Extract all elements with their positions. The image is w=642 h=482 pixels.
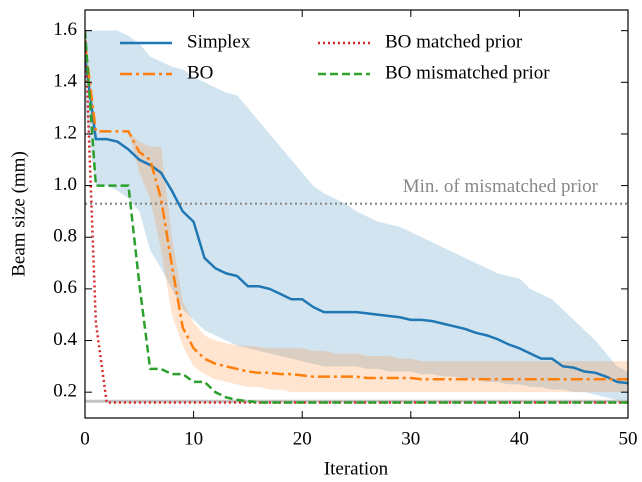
series-line [85,56,628,385]
legend-label: Simplex [187,31,251,52]
series-line [85,43,628,381]
x-axis-label: Iteration [324,458,389,479]
y-tick-label: 1.6 [53,19,77,40]
plot-area [85,30,628,404]
y-tick-label: 0.2 [53,381,77,402]
x-tick-label: 40 [510,428,529,449]
legend-label: BO [187,62,213,83]
series-line [85,30,628,404]
axes-frame [84,9,629,419]
y-tick-label: 0.4 [53,329,77,350]
x-tick-label: 0 [80,428,90,449]
x-tick-label: 30 [401,428,420,449]
reference-label: Min. of mismatched prior [403,176,599,197]
band [85,30,628,400]
y-tick-label: 1.0 [53,174,77,195]
y-tick-label: 1.2 [53,122,77,143]
legend-label: BO matched prior [385,31,523,52]
y-tick-label: 1.4 [53,71,77,92]
y-tick-label: 0.8 [53,226,77,247]
y-tick-label: 0.6 [53,277,77,298]
series-line [85,30,628,404]
y-axis-label: Beam size (mm) [8,151,29,277]
x-tick-label: 10 [184,428,203,449]
legend-label: BO mismatched prior [385,62,550,83]
x-tick-label: 20 [293,428,312,449]
x-tick-label: 50 [619,428,638,449]
